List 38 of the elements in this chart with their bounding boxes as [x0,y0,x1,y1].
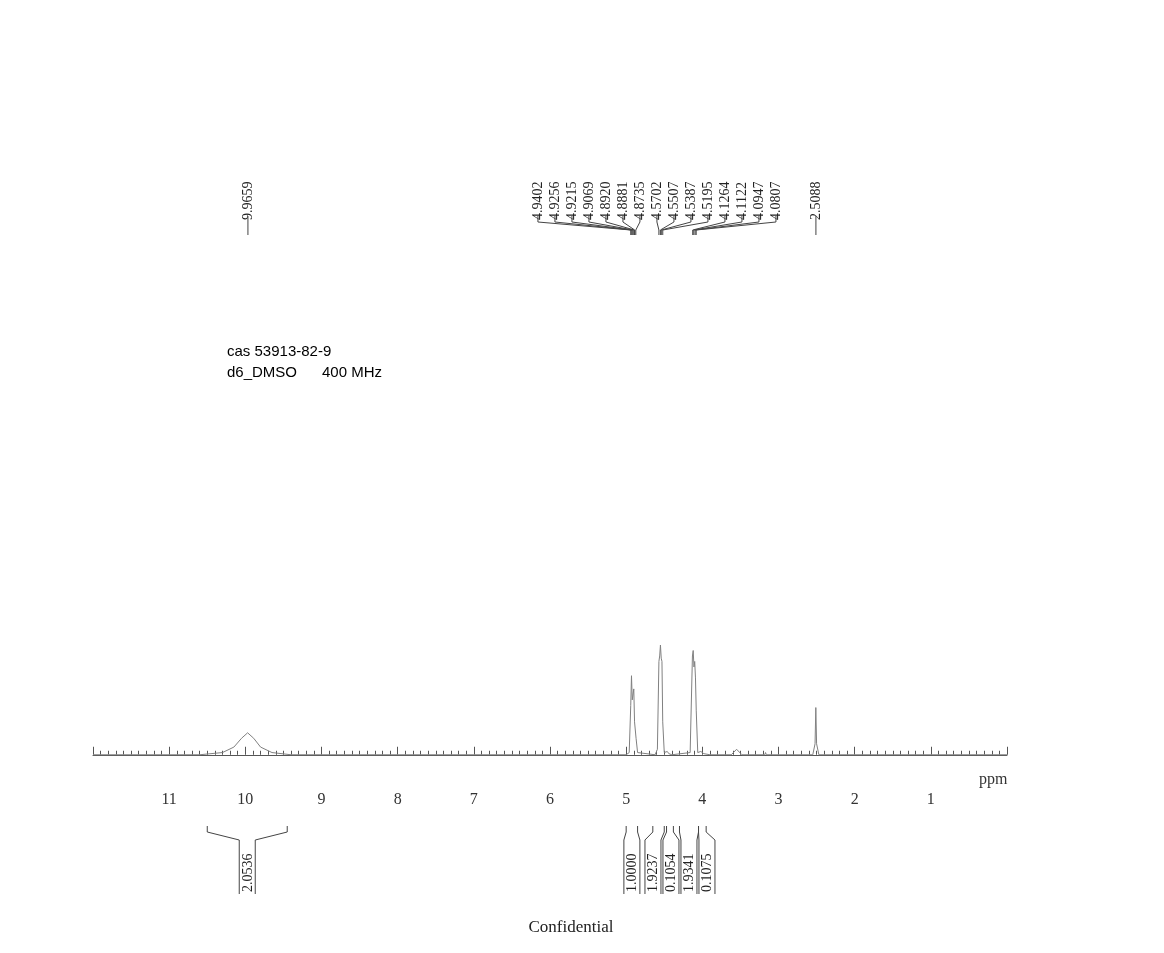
x-tick-label: 1 [926,789,935,807]
x-tick-label: 3 [774,789,783,807]
x-axis-title: ppm [979,770,1008,789]
x-tick-label: 5 [622,789,631,807]
text: 2.0536 [239,853,255,892]
text: 4.1264 [717,181,733,220]
text: 4.1122 [734,182,750,220]
text: 4.9215 [564,181,580,220]
x-tick-label: 4 [698,789,707,807]
chart-subtitle: d6_DMSO 400 MHz [227,363,383,380]
text: 4.9402 [530,181,546,220]
text: 4.5387 [683,181,699,220]
text: 1.9341 [681,853,697,892]
text: 2.5088 [808,181,824,220]
x-tick-label: 2 [850,789,859,807]
x-tick-label: 6 [546,789,554,807]
x-tick-label: 11 [161,789,177,807]
text: Confidential [528,916,614,936]
text: 4.5507 [666,181,682,220]
text: 1.0000 [624,853,640,892]
x-tick-label: 9 [317,789,326,807]
text: 9.9659 [240,181,256,220]
text: 4.9256 [547,181,563,220]
x-tick-label: 8 [393,789,402,807]
text: 4.8881 [615,181,631,220]
text: 0.1054 [663,853,679,892]
text: 4.5702 [649,181,665,220]
text: 0.1075 [699,853,715,892]
text: 4.0807 [768,181,784,220]
text: 1.9237 [645,853,661,892]
text: 4.9069 [581,181,597,220]
text: 4.8735 [632,181,648,220]
text: 4.0947 [751,181,767,220]
text: 4.5195 [700,181,716,220]
x-tick-label: 7 [469,789,478,807]
x-tick-label: 10 [237,789,254,807]
chart-title: cas 53913-82-9 [227,342,332,359]
text: 4.8920 [598,181,614,220]
